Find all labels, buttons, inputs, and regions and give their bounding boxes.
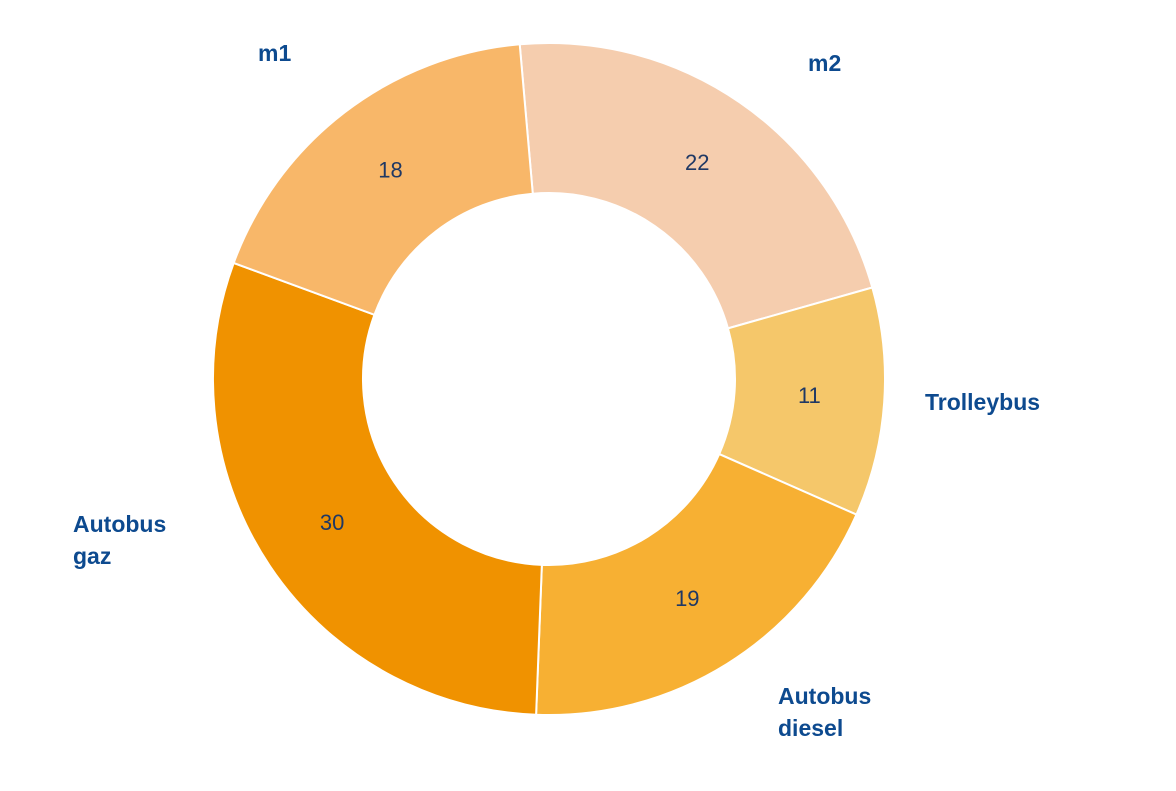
slices-layer bbox=[212, 42, 886, 716]
category-label-trolleybus: Trolleybus bbox=[925, 389, 1040, 415]
slice-m1 bbox=[232, 43, 534, 317]
value-label-autobus-gaz: 30 bbox=[320, 510, 344, 535]
value-label-trolleybus: 11 bbox=[798, 383, 821, 408]
value-labels-layer: 22 11 19 30 18 bbox=[320, 150, 821, 611]
category-label-m2: m2 bbox=[808, 50, 841, 76]
category-label-autobus-gaz: Autobus gaz bbox=[73, 511, 166, 569]
value-label-m2: 22 bbox=[685, 150, 709, 175]
category-label-autobus-diesel: Autobus diesel bbox=[778, 683, 871, 741]
slice-autobus-gaz bbox=[212, 261, 543, 716]
category-label-m1: m1 bbox=[258, 40, 291, 66]
slice-autobus-diesel bbox=[535, 452, 858, 716]
value-label-autobus-diesel: 19 bbox=[675, 586, 699, 611]
category-labels-layer: m2 Trolleybus Autobus diesel Autobus gaz m1 bbox=[73, 40, 1040, 741]
value-label-m1: 18 bbox=[378, 157, 402, 182]
slice-m2 bbox=[518, 42, 874, 330]
